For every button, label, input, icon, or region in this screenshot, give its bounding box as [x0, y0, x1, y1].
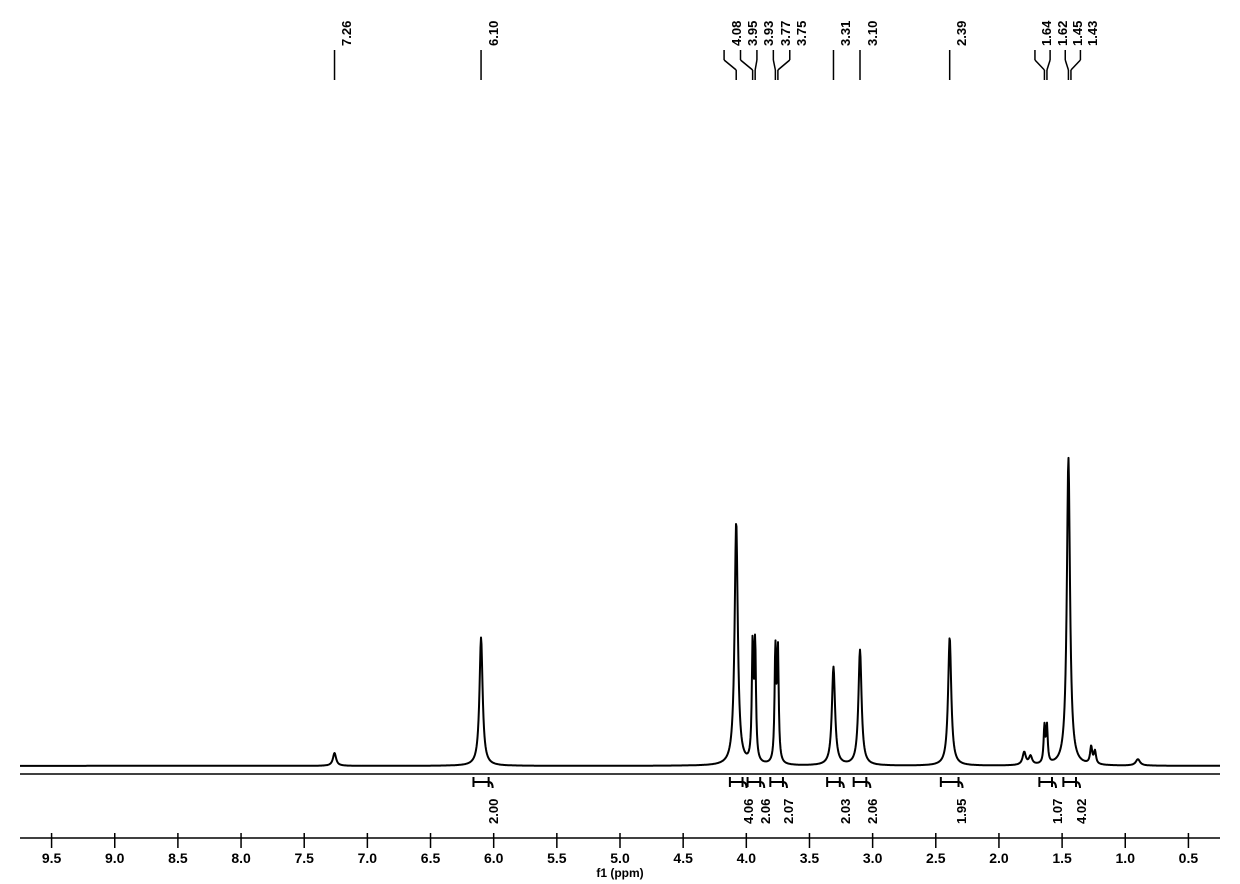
- x-tick-label: 9.5: [42, 850, 61, 866]
- x-tick-label: 8.5: [168, 850, 187, 866]
- peak-ppm-label: 2.39: [954, 21, 969, 46]
- peak-ppm-label: 6.10: [486, 21, 501, 46]
- peak-ppm-label: 3.77: [778, 21, 793, 46]
- x-tick-label: 7.5: [294, 850, 313, 866]
- x-tick-label: 3.0: [863, 850, 882, 866]
- peak-ppm-label: 1.43: [1085, 21, 1100, 46]
- peak-ppm-label: 1.64: [1039, 21, 1054, 46]
- peak-ppm-label: 3.93: [761, 21, 776, 46]
- x-tick-label: 4.0: [737, 850, 756, 866]
- x-tick-label: 1.5: [1052, 850, 1071, 866]
- x-tick-label: 3.5: [800, 850, 819, 866]
- x-tick-label: 7.0: [358, 850, 377, 866]
- x-tick-label: 6.0: [484, 850, 503, 866]
- peak-ppm-label: 3.75: [794, 21, 809, 46]
- x-tick-label: 9.0: [105, 850, 124, 866]
- x-axis-label: f1 (ppm): [596, 866, 643, 880]
- integral-value-label: 2.06: [758, 799, 773, 824]
- x-tick-label: 2.0: [989, 850, 1008, 866]
- peak-ppm-label: 1.45: [1070, 21, 1085, 46]
- integral-value-label: 2.07: [781, 799, 796, 824]
- x-tick-label: 6.5: [421, 850, 440, 866]
- x-tick-label: 5.5: [547, 850, 566, 866]
- integral-value-label: 4.06: [741, 799, 756, 824]
- spectrum-svg: [0, 0, 1240, 884]
- x-tick-label: 8.0: [231, 850, 250, 866]
- peak-ppm-label: 3.31: [838, 21, 853, 46]
- x-tick-label: 5.0: [610, 850, 629, 866]
- integral-value-label: 2.00: [486, 799, 501, 824]
- x-tick-label: 4.5: [673, 850, 692, 866]
- peak-ppm-label: 7.26: [339, 21, 354, 46]
- integral-value-label: 2.03: [838, 799, 853, 824]
- x-tick-label: 1.0: [1116, 850, 1135, 866]
- peak-ppm-label: 3.95: [745, 21, 760, 46]
- x-tick-label: 2.5: [926, 850, 945, 866]
- integral-value-label: 4.02: [1074, 799, 1089, 824]
- peak-ppm-label: 1.62: [1055, 21, 1070, 46]
- integral-value-label: 1.07: [1050, 799, 1065, 824]
- x-tick-label: 0.5: [1179, 850, 1198, 866]
- peak-ppm-label: 4.08: [729, 21, 744, 46]
- integral-value-label: 2.06: [865, 799, 880, 824]
- integral-value-label: 1.95: [954, 799, 969, 824]
- nmr-spectrum-chart: 0.5 1.0 1.5 2.0 2.5 3.0 3.5 4.0 4.5 5.0 5.5 6.0 6.5 7…: [0, 0, 1240, 884]
- peak-ppm-label: 3.10: [865, 21, 880, 46]
